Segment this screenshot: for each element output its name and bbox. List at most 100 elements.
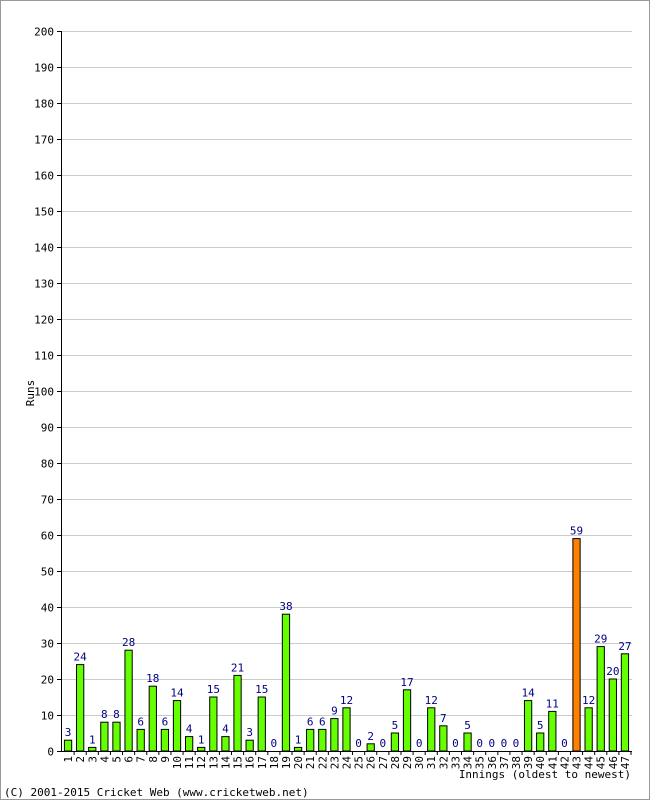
x-tick-label: 30 (413, 756, 426, 769)
bar-value-label: 17 (400, 676, 413, 689)
bar-value-label: 20 (606, 665, 619, 678)
bar-value-label: 9 (331, 705, 338, 718)
x-tick-label: 44 (583, 756, 596, 770)
bar-value-label: 6 (319, 715, 326, 728)
x-tick-label: 25 (353, 756, 366, 769)
y-tick-label: 0 (47, 746, 54, 759)
x-tick-label: 4 (98, 756, 111, 763)
y-tick-label: 140 (34, 242, 54, 255)
bar-value-label: 28 (122, 636, 135, 649)
bar-value-label: 24 (74, 651, 88, 664)
y-tick-label: 80 (41, 458, 54, 471)
x-tick-label: 26 (365, 756, 378, 769)
y-tick-label: 200 (34, 26, 54, 39)
x-tick-label: 20 (292, 756, 305, 769)
bar-value-label: 6 (307, 715, 314, 728)
bar (293, 746, 303, 752)
bar-value-label: 0 (488, 737, 495, 750)
x-tick-label: 3 (86, 756, 99, 763)
bar-value-label: 0 (271, 737, 278, 750)
bar (197, 746, 206, 752)
bar-value-label: 29 (594, 633, 607, 646)
bar (439, 725, 448, 752)
bar (596, 646, 605, 752)
bar-value-label: 11 (546, 697, 559, 710)
bar-value-label: 15 (255, 683, 268, 696)
x-tick-label: 5 (110, 756, 123, 763)
bar-value-label: 3 (65, 726, 72, 739)
bar (233, 674, 242, 752)
bar (620, 653, 630, 752)
bar-value-label: 15 (207, 683, 220, 696)
x-tick-label: 33 (449, 756, 462, 769)
bar-value-label: 1 (89, 733, 96, 746)
bar (584, 707, 593, 752)
bar-value-label: 0 (476, 737, 483, 750)
bar (536, 732, 545, 752)
x-tick-label: 28 (389, 756, 402, 769)
x-tick-label: 37 (498, 756, 511, 769)
x-tick-label: 12 (195, 756, 208, 769)
bar (523, 700, 533, 752)
x-tick-label: 39 (522, 756, 535, 769)
bar (184, 736, 194, 752)
bar-value-label: 6 (162, 715, 169, 728)
bar-value-label: 14 (521, 687, 535, 700)
bar (330, 718, 339, 752)
grid-lines (61, 31, 632, 716)
x-tick-label: 22 (316, 756, 329, 769)
bar (306, 728, 315, 752)
bar-value-label: 3 (246, 726, 253, 739)
x-tick-label: 8 (147, 756, 160, 763)
y-tick-label: 160 (34, 170, 54, 183)
bar (318, 728, 327, 752)
y-tick-label: 90 (41, 422, 54, 435)
bar-value-label: 1 (198, 733, 205, 746)
x-tick-label: 17 (256, 756, 269, 769)
x-axis-label: Innings (oldest to newest) (459, 768, 631, 781)
bar-value-label: 0 (355, 737, 362, 750)
x-tick-label: 6 (123, 756, 136, 763)
bar (342, 707, 351, 752)
bar-value-label: 0 (380, 737, 387, 750)
x-tick-label: 34 (462, 756, 475, 770)
x-tick-label: 13 (207, 756, 220, 769)
bar (160, 728, 170, 752)
bar (63, 739, 73, 752)
x-tick-label: 41 (546, 756, 559, 769)
bar-value-label: 18 (146, 672, 159, 685)
bar (390, 732, 400, 752)
x-tick-label: 35 (474, 756, 487, 769)
bar (427, 707, 436, 752)
bar-value-label: 6 (137, 715, 144, 728)
x-tick-label: 11 (183, 756, 196, 769)
bar (221, 736, 230, 752)
x-tick-label: 18 (268, 756, 281, 769)
bar-value-label: 21 (231, 661, 244, 674)
bar (548, 710, 557, 752)
bar-value-label: 8 (101, 708, 108, 721)
bar-value-label: 0 (501, 737, 508, 750)
x-tick-label: 19 (280, 756, 293, 769)
y-tick-label: 20 (41, 674, 54, 687)
bar (172, 700, 182, 752)
x-tick-label: 24 (341, 756, 354, 770)
bar-value-label: 14 (170, 687, 184, 700)
y-tick-label: 170 (34, 134, 54, 147)
bar-value-label: 5 (537, 719, 544, 732)
y-axis-label: Runs (24, 380, 37, 407)
x-tick-label: 43 (571, 756, 584, 769)
bar (124, 649, 133, 752)
x-tick-label: 7 (135, 756, 148, 763)
x-tick-label: 38 (510, 756, 523, 769)
x-tick-label: 31 (425, 756, 438, 769)
x-axis-ticks: 1 2 3 4 5 6 7 8 9 10 11 12 13 14 15 16 17 18 19 20 21 22 23 24 2… (62, 751, 632, 769)
bar-value-label: 0 (416, 737, 423, 750)
y-tick-label: 190 (34, 62, 54, 75)
bar-value-label: 38 (279, 600, 292, 613)
bar (402, 689, 412, 752)
bar (148, 685, 157, 752)
x-tick-label: 16 (244, 756, 257, 769)
